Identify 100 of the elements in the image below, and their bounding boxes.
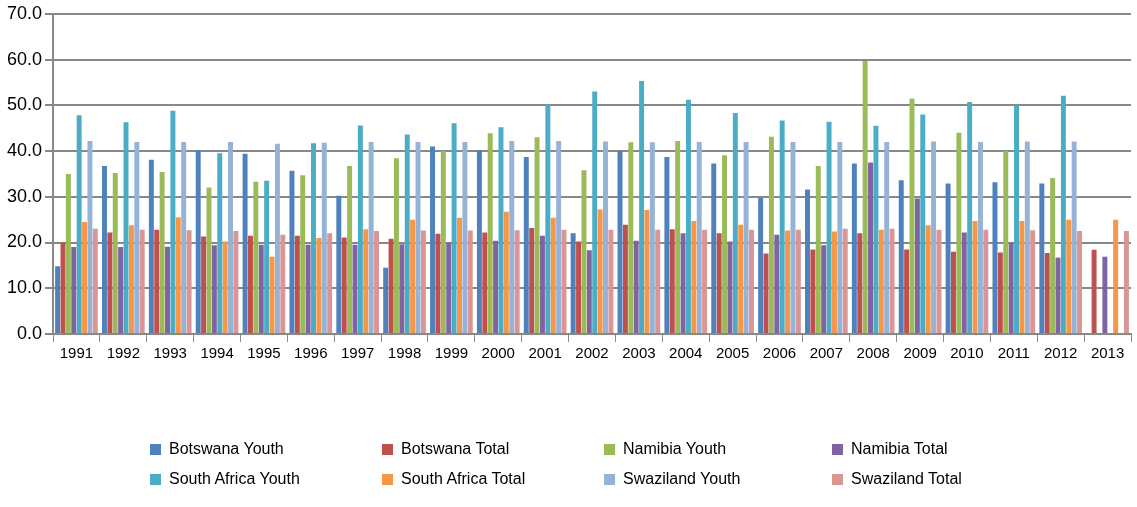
- bar: [347, 166, 353, 333]
- bar: [821, 245, 827, 333]
- bar: [305, 244, 311, 333]
- legend-label: Namibia Total: [851, 440, 948, 458]
- bar: [550, 217, 556, 333]
- bar: [743, 141, 749, 333]
- bar: [722, 155, 728, 333]
- bar: [264, 180, 270, 333]
- bar: [228, 141, 234, 333]
- bar: [920, 114, 926, 333]
- bar: [774, 234, 780, 333]
- bar: [570, 233, 576, 333]
- bar: [603, 141, 608, 333]
- x-tick-label: 2006: [762, 344, 797, 362]
- bar: [556, 140, 562, 333]
- bar: [440, 151, 446, 333]
- bar: [768, 136, 774, 333]
- bar: [644, 210, 650, 333]
- bar: [476, 150, 482, 333]
- bar: [134, 141, 140, 333]
- bar: [1071, 141, 1077, 333]
- x-tick-label: 1998: [387, 344, 422, 362]
- bar: [274, 143, 280, 333]
- x-tick-label: 2009: [903, 344, 937, 362]
- bar: [101, 166, 107, 333]
- bar: [128, 225, 134, 333]
- bar: [529, 227, 535, 333]
- bar: [1030, 230, 1036, 333]
- bar: [675, 140, 681, 333]
- bar: [967, 102, 973, 333]
- bar: [617, 151, 623, 333]
- bar: [669, 229, 675, 333]
- bar: [1014, 105, 1019, 333]
- legend-label: Swaziland Youth: [623, 470, 741, 488]
- bar: [702, 229, 708, 333]
- bar: [997, 252, 1003, 333]
- bar: [795, 229, 801, 333]
- x-tick-label: 2008: [856, 344, 890, 362]
- bar: [972, 221, 978, 333]
- bar: [87, 140, 93, 333]
- bar: [904, 249, 910, 333]
- bar: [790, 141, 796, 333]
- bar: [1123, 231, 1129, 333]
- bar: [1102, 256, 1108, 333]
- legend-label: Botswana Youth: [169, 440, 284, 458]
- bar: [1019, 221, 1025, 333]
- bar: [404, 134, 410, 333]
- bar: [961, 232, 967, 333]
- x-tick-label: 1993: [153, 344, 187, 362]
- bar: [1113, 219, 1119, 333]
- bar: [217, 153, 223, 333]
- bar: [112, 172, 118, 333]
- bar: [586, 250, 592, 333]
- bar: [779, 120, 785, 333]
- y-tick-label: 0.0: [17, 322, 43, 343]
- y-tick-label: 40.0: [6, 140, 43, 160]
- bar: [92, 228, 98, 333]
- bar: [914, 198, 920, 333]
- bar: [211, 245, 217, 333]
- bar: [1060, 95, 1066, 333]
- bar: [509, 140, 515, 333]
- bar: [977, 141, 983, 333]
- bar: [711, 163, 717, 333]
- y-tick-label: 60.0: [6, 48, 43, 69]
- bar: [581, 170, 587, 333]
- bar: [393, 158, 399, 333]
- x-tick-label: 2003: [622, 344, 656, 362]
- legend-label: Namibia Youth: [623, 440, 727, 458]
- bar: [983, 229, 989, 333]
- bar: [123, 122, 129, 333]
- bar: [154, 229, 160, 333]
- y-tick-label: 10.0: [6, 277, 43, 298]
- bar: [294, 235, 300, 333]
- bar: [655, 229, 661, 333]
- bar: [622, 224, 628, 333]
- bar: [503, 211, 509, 333]
- bar: [576, 241, 582, 333]
- bar: [837, 141, 843, 333]
- bar: [810, 249, 816, 333]
- bar: [664, 156, 670, 333]
- x-tick-label: 1995: [247, 344, 281, 362]
- bar: [539, 235, 545, 333]
- bar: [493, 240, 499, 333]
- bar: [242, 153, 248, 333]
- bar: [758, 197, 764, 333]
- bar: [680, 233, 686, 333]
- bar: [1050, 178, 1056, 333]
- bar: [487, 133, 493, 333]
- x-tick-label: 1996: [294, 344, 328, 362]
- bar: [327, 233, 333, 333]
- x-tick-label: 2004: [669, 344, 703, 362]
- bar: [815, 166, 821, 333]
- bar: [992, 182, 998, 333]
- bar: [727, 241, 733, 333]
- bar: [1008, 242, 1014, 333]
- bar: [462, 141, 468, 333]
- y-tick-label: 30.0: [6, 185, 43, 206]
- bar: [467, 230, 473, 333]
- bar: [341, 237, 347, 333]
- bar: [945, 183, 951, 333]
